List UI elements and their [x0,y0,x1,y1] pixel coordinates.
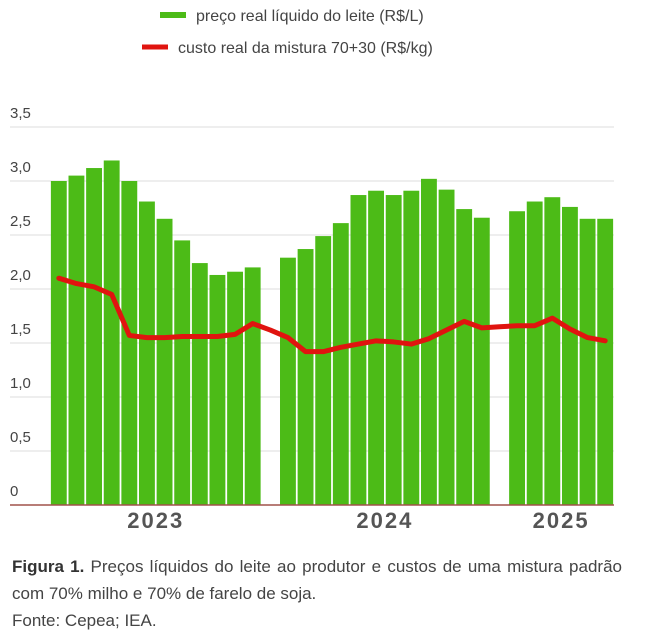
caption-source: Fonte: Cepea; IEA. [12,611,157,630]
y-tick-label: 0 [10,483,18,500]
legend-label: preço real líquido do leite (R$/L) [196,8,424,25]
bar [68,175,85,505]
bar [509,211,525,506]
bar [562,206,578,506]
line [56,275,608,355]
bar [280,257,296,505]
y-tick-label: 1,5 [10,321,31,338]
bar [579,218,596,506]
y-tick-label: 1,0 [10,375,31,392]
bar [121,181,138,505]
chart: 0 0,5 1,0 1,5 2,0 2,5 3,0 3,5 2023 2024 2025 preço … [10,8,614,533]
bar [526,201,543,505]
bar [403,190,420,505]
bar [103,160,120,506]
bar [597,218,614,506]
bar [209,274,226,505]
bar [456,209,473,505]
bar [421,178,437,505]
bar [297,249,314,505]
bar [139,201,155,505]
bar [174,240,191,505]
y-tick-label: 0,5 [10,429,31,446]
y-tick-label: 3,0 [10,159,31,176]
caption: Figura 1. Preços líquidos do leite ao pr… [12,553,622,634]
bar [544,197,561,505]
bar [191,263,208,505]
bar [438,189,455,505]
y-tick-label: 2,0 [10,267,31,284]
bar [385,195,402,506]
y-tick-label: 2,5 [10,213,31,230]
caption-label: Figura 1. [12,557,85,576]
bar [350,195,367,506]
legend-label: custo real da mistura 70+30 (R$/kg) [178,40,433,57]
bar [332,223,349,505]
bar [227,271,243,505]
y-tick-label: 3,5 [10,105,31,122]
bar [86,168,102,506]
bar [368,190,384,505]
bar [244,267,261,505]
caption-text: Preços líquidos do leite ao produtor e c… [12,557,622,603]
group-label: 2024 [356,508,413,533]
bar [315,236,332,505]
bar [473,217,490,505]
bar [156,218,173,506]
group-label: 2023 [127,508,184,533]
bar [50,181,67,505]
group-label: 2025 [533,508,590,533]
legend-swatch [160,12,186,18]
